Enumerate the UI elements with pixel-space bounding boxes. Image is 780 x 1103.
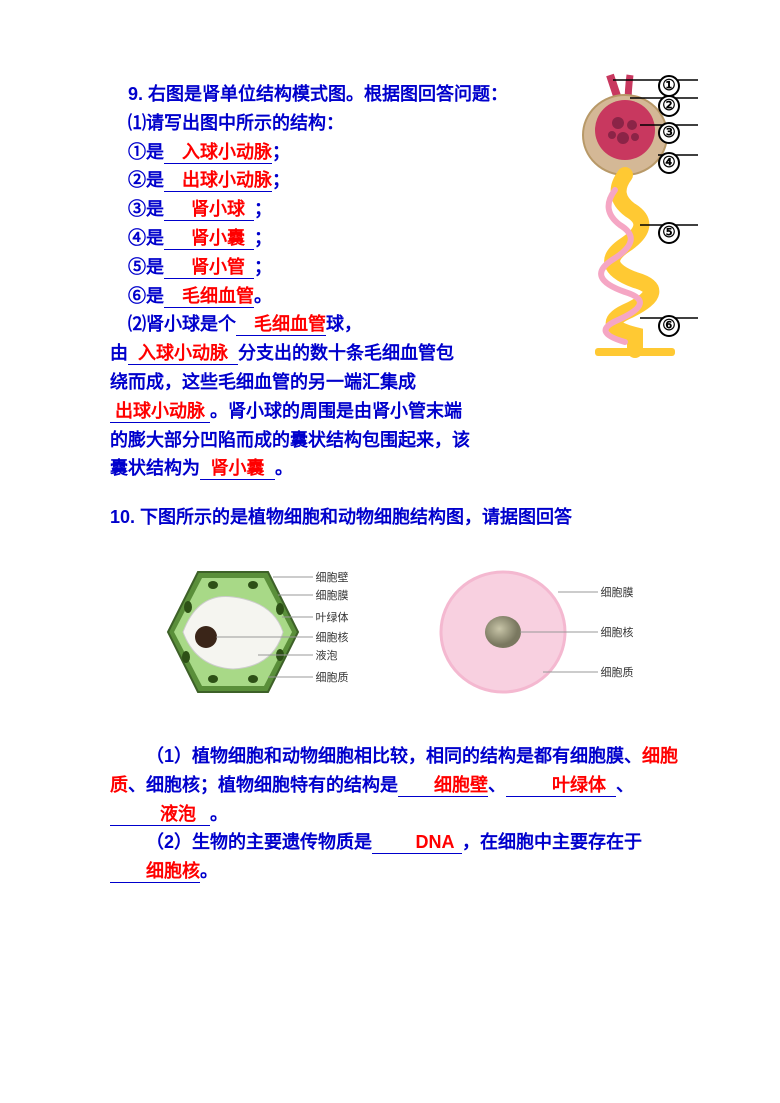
q9-sub2: ⑵肾小球是个毛细血管球，: [110, 310, 470, 339]
plant-label-wall: 细胞壁: [316, 570, 349, 588]
label-3: ③: [658, 122, 680, 144]
label-2: ②: [658, 95, 680, 117]
animal-cell-diagram: 细胞膜 细胞核 细胞质: [423, 547, 653, 717]
label-6: ⑥: [658, 315, 680, 337]
q9-item-5: ⑤是肾小管；: [110, 253, 470, 282]
q10-sub2: （2）生物的主要遗传物质是DNA，在细胞中主要存在于细胞核。: [110, 828, 680, 886]
plant-label-vacuole: 液泡: [316, 648, 338, 666]
question-9: 9. 右图是肾单位结构模式图。根据图回答问题： ① ② ③ ④ ⑤ ⑥ ⑴请写出…: [110, 80, 680, 483]
plant-label-membrane: 细胞膜: [316, 588, 349, 606]
nephron-diagram: [540, 50, 740, 370]
q9-item-3: ③是肾小球；: [110, 195, 470, 224]
cell-diagrams: 细胞壁 细胞膜 叶绿体 细胞核 液泡 细胞质 细: [110, 547, 680, 717]
animal-label-membrane: 细胞膜: [601, 585, 634, 603]
plant-label-nucleus: 细胞核: [316, 630, 349, 648]
q9-sub2-line2: 由入球小动脉分支出的数十条毛细血管包绕而成，这些毛细血管的另一端汇集成出球小动脉…: [110, 339, 470, 483]
label-5: ⑤: [658, 222, 680, 244]
q10-title: 10. 下图所示的是植物细胞和动物细胞结构图，请据图回答: [110, 503, 680, 532]
question-10: 10. 下图所示的是植物细胞和动物细胞结构图，请据图回答: [110, 503, 680, 886]
q9-item-1: ①是入球小动脉；: [110, 138, 470, 167]
plant-cell-diagram: 细胞壁 细胞膜 叶绿体 细胞核 液泡 细胞质: [138, 547, 368, 717]
plant-label-cyto: 细胞质: [316, 670, 349, 688]
animal-label-nucleus: 细胞核: [601, 625, 634, 643]
animal-label-cyto: 细胞质: [601, 665, 634, 683]
q10-sub1: （1）植物细胞和动物细胞相比较，相同的结构是都有细胞膜、细胞质、细胞核；植物细胞…: [110, 742, 680, 828]
q9-item-2: ②是出球小动脉；: [110, 166, 470, 195]
q9-item-4: ④是肾小囊；: [110, 224, 470, 253]
label-4: ④: [658, 152, 680, 174]
q9-item-6: ⑥是毛细血管。: [110, 282, 470, 311]
q9-sub1-intro: ⑴请写出图中所示的结构：: [110, 109, 470, 138]
plant-label-chloro: 叶绿体: [316, 610, 349, 628]
